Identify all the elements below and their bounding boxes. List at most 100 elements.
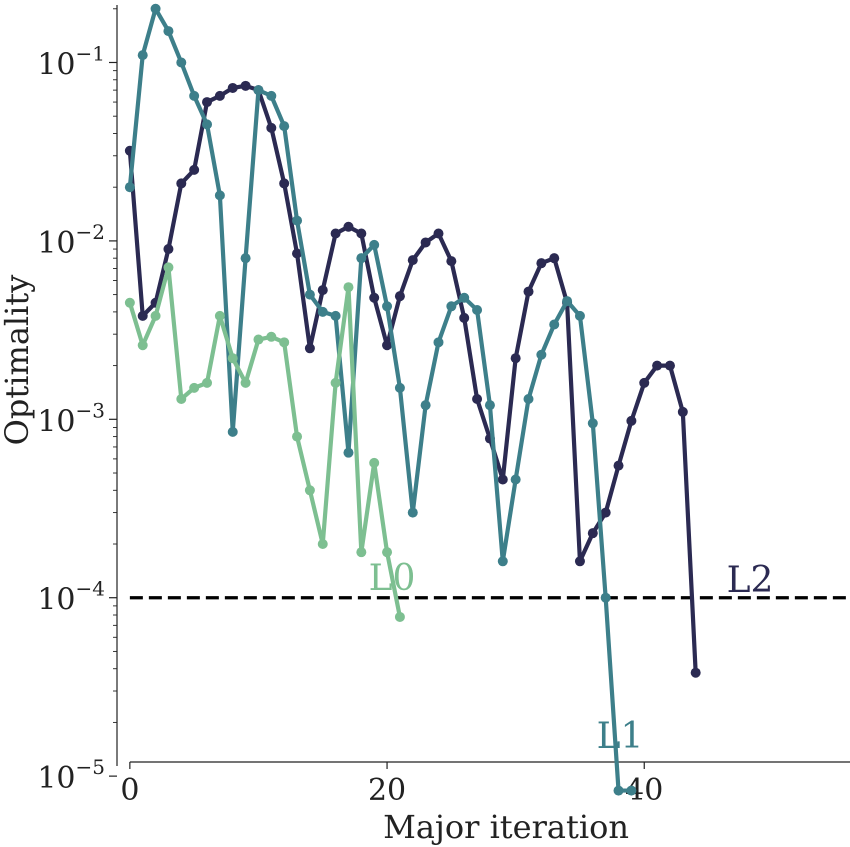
data-point-l2: [343, 221, 354, 232]
data-point-l1: [613, 785, 624, 796]
data-point-l1: [253, 85, 264, 96]
data-point-l2: [189, 164, 200, 175]
data-point-l1: [587, 418, 598, 429]
data-point-l0: [394, 611, 405, 622]
data-point-l0: [356, 547, 367, 558]
data-point-l0: [202, 377, 213, 388]
data-point-l1: [446, 301, 457, 312]
data-point-l0: [369, 457, 380, 468]
data-point-l2: [137, 310, 148, 321]
data-point-l2: [240, 80, 251, 91]
data-point-l0: [163, 262, 174, 273]
data-point-l1: [574, 310, 585, 321]
data-point-l2: [176, 178, 187, 189]
data-point-l0: [330, 377, 341, 388]
data-point-l0: [137, 340, 148, 351]
data-point-l0: [214, 310, 225, 321]
y-axis-label: Optimality: [0, 275, 36, 446]
data-point-l2: [690, 667, 701, 678]
data-point-l2: [639, 377, 650, 388]
y-tick-label: 10−1: [37, 41, 105, 82]
labels-group: L0 L1 L2: [369, 558, 774, 757]
data-point-l2: [677, 406, 688, 417]
data-point-l1: [382, 301, 393, 312]
data-point-l1: [497, 556, 508, 567]
data-point-l1: [472, 304, 483, 315]
data-point-l2: [446, 256, 457, 267]
data-point-l1: [150, 3, 161, 14]
data-point-l2: [587, 528, 598, 539]
data-point-l1: [317, 306, 328, 317]
data-point-l1: [536, 349, 547, 360]
data-point-l0: [382, 547, 393, 558]
data-point-l1: [163, 26, 174, 37]
data-point-l2: [394, 291, 405, 302]
data-point-l1: [356, 253, 367, 264]
data-point-l2: [510, 353, 521, 364]
data-point-l0: [240, 377, 251, 388]
data-point-l1: [523, 393, 534, 404]
data-point-l1: [407, 507, 418, 518]
data-point-l2: [472, 393, 483, 404]
data-point-l0: [343, 282, 354, 293]
data-point-l1: [394, 382, 405, 393]
x-axis-label: Major iteration: [383, 808, 629, 846]
data-point-l1: [330, 310, 341, 321]
data-point-l2: [330, 228, 341, 239]
x-tick-label: 20: [368, 773, 406, 808]
data-point-l0: [253, 334, 264, 345]
data-point-l2: [266, 122, 277, 133]
x-tick-label: 0: [120, 773, 139, 808]
data-point-l2: [369, 292, 380, 303]
data-point-l2: [536, 258, 547, 269]
data-point-l1: [240, 253, 251, 264]
data-point-l0: [279, 337, 290, 348]
data-point-l1: [459, 292, 470, 303]
data-point-l2: [304, 343, 315, 354]
data-point-l0: [150, 310, 161, 321]
data-point-l2: [626, 415, 637, 426]
series-line-l1: [127, 6, 632, 793]
data-point-l0: [189, 382, 200, 393]
data-point-l2: [420, 237, 431, 248]
data-point-l1: [214, 190, 225, 201]
series-label-l2: L2: [727, 560, 774, 601]
data-point-l1: [549, 319, 560, 330]
data-point-l1: [124, 182, 135, 193]
series-label-l0: L0: [369, 558, 416, 599]
data-point-l1: [292, 215, 303, 226]
data-point-l2: [459, 312, 470, 323]
data-point-l1: [266, 90, 277, 101]
data-point-l2: [227, 82, 238, 93]
data-point-l1: [562, 296, 573, 307]
data-point-l1: [202, 119, 213, 130]
y-tick-label: 10−2: [37, 220, 105, 261]
data-point-l2: [549, 253, 560, 264]
data-point-l2: [382, 340, 393, 351]
data-point-l1: [343, 447, 354, 458]
data-point-l0: [124, 297, 135, 308]
data-point-l1: [279, 121, 290, 132]
data-point-l2: [523, 286, 534, 297]
data-point-l2: [279, 178, 290, 189]
data-point-l1: [369, 239, 380, 250]
data-point-l2: [317, 285, 328, 296]
data-point-l2: [407, 255, 418, 266]
y-tick-label: 10−5: [37, 755, 105, 796]
data-point-l1: [420, 400, 431, 411]
data-point-l2: [664, 360, 675, 371]
data-point-l1: [189, 90, 200, 101]
series-group: [124, 3, 701, 796]
data-point-l2: [613, 460, 624, 471]
data-point-l1: [484, 400, 495, 411]
data-point-l2: [433, 228, 444, 239]
data-point-l2: [497, 474, 508, 485]
data-point-l1: [626, 785, 637, 796]
data-point-l0: [266, 331, 277, 342]
data-point-l0: [227, 353, 238, 364]
data-point-l1: [227, 426, 238, 437]
data-point-l0: [176, 393, 187, 404]
data-point-l2: [214, 90, 225, 101]
data-point-l2: [163, 244, 174, 255]
